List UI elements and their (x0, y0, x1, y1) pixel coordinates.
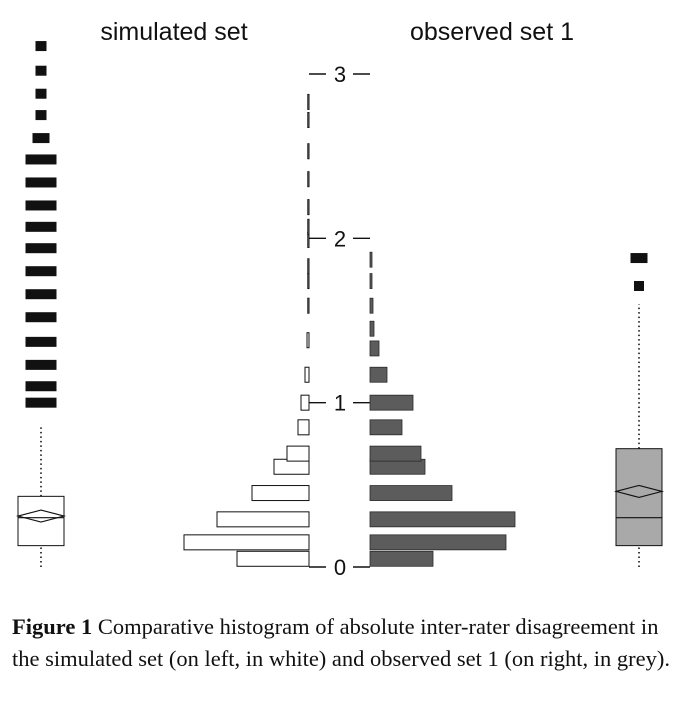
panel-title-observed: observed set 1 (410, 18, 574, 46)
boxplot-outlier (25, 359, 57, 370)
boxplot-outlier (25, 397, 57, 408)
caption-label: Figure 1 (12, 614, 93, 639)
axis-tick-label: 2 (334, 226, 346, 251)
panel-title-simulated: simulated set (100, 18, 247, 46)
figure-caption: Figure 1 Comparative histogram of absolu… (12, 611, 677, 675)
caption-text: Comparative histogram of absolute inter-… (12, 614, 670, 671)
simulated-bar (216, 511, 310, 528)
simulated-bar (307, 171, 310, 188)
observed-bar (369, 251, 373, 268)
simulated-bar (307, 143, 310, 160)
boxplot-outlier (35, 41, 47, 52)
boxplot-outlier (25, 177, 57, 188)
boxplot-outlier (25, 243, 57, 254)
boxplot-outlier (32, 133, 50, 144)
simulated-bar (236, 550, 310, 567)
boxplot-outlier (35, 65, 47, 76)
axis-tick-label: 3 (334, 62, 346, 87)
boxplot-outlier (25, 154, 57, 165)
chart-svg: simulated set observed set 1 0 1 2 3 (15, 18, 665, 580)
simulated-histogram (183, 93, 310, 567)
observed-bar (369, 297, 374, 314)
simulated-bar (307, 297, 310, 314)
simulated-bar (307, 273, 310, 290)
observed-bar (369, 534, 507, 551)
simulated-bar (307, 93, 310, 110)
boxplot-outlier (35, 88, 47, 99)
boxplot-mean-diamond (613, 484, 665, 498)
comparative-histogram-figure: simulated set observed set 1 0 1 2 3 (15, 18, 665, 580)
observed-bar (369, 320, 375, 337)
simulated-bar (297, 419, 310, 436)
boxplot-outlier (25, 381, 57, 392)
boxplot-outlier (25, 266, 57, 277)
observed-boxplot (613, 253, 665, 567)
boxplot-outlier (630, 253, 648, 264)
simulated-bar (304, 366, 310, 383)
simulated-bar (286, 445, 310, 462)
simulated-bar (307, 199, 310, 216)
boxplot-outlier (634, 280, 644, 291)
observed-bar (369, 394, 414, 411)
simulated-bar (183, 534, 310, 551)
simulated-bar (307, 218, 310, 235)
simulated-boxplot (15, 41, 67, 567)
boxplot-outlier (25, 336, 57, 347)
boxplot-mean-diamond (15, 509, 67, 523)
simulated-bar (307, 112, 310, 129)
observed-bar (369, 340, 380, 357)
simulated-bar (306, 332, 310, 349)
observed-bar (369, 273, 373, 289)
observed-bar (369, 485, 453, 501)
boxplot-outlier (35, 110, 47, 121)
central-axis: 0 1 2 3 (309, 62, 370, 580)
observed-bar (369, 419, 403, 436)
axis-tick-label: 0 (334, 555, 346, 580)
boxplot-outlier (25, 221, 57, 232)
observed-histogram (369, 251, 516, 567)
observed-bar (369, 511, 516, 528)
boxplot-outlier (25, 200, 57, 211)
simulated-bar (307, 258, 310, 275)
boxplot-box (17, 495, 65, 547)
axis-tick-label: 1 (334, 391, 346, 416)
boxplot-outlier (25, 312, 57, 323)
observed-bar (369, 550, 434, 567)
boxplot-outlier (25, 289, 57, 300)
simulated-bar (300, 394, 310, 411)
observed-bar (369, 445, 422, 462)
simulated-bar (251, 485, 310, 502)
observed-bar (369, 366, 388, 383)
